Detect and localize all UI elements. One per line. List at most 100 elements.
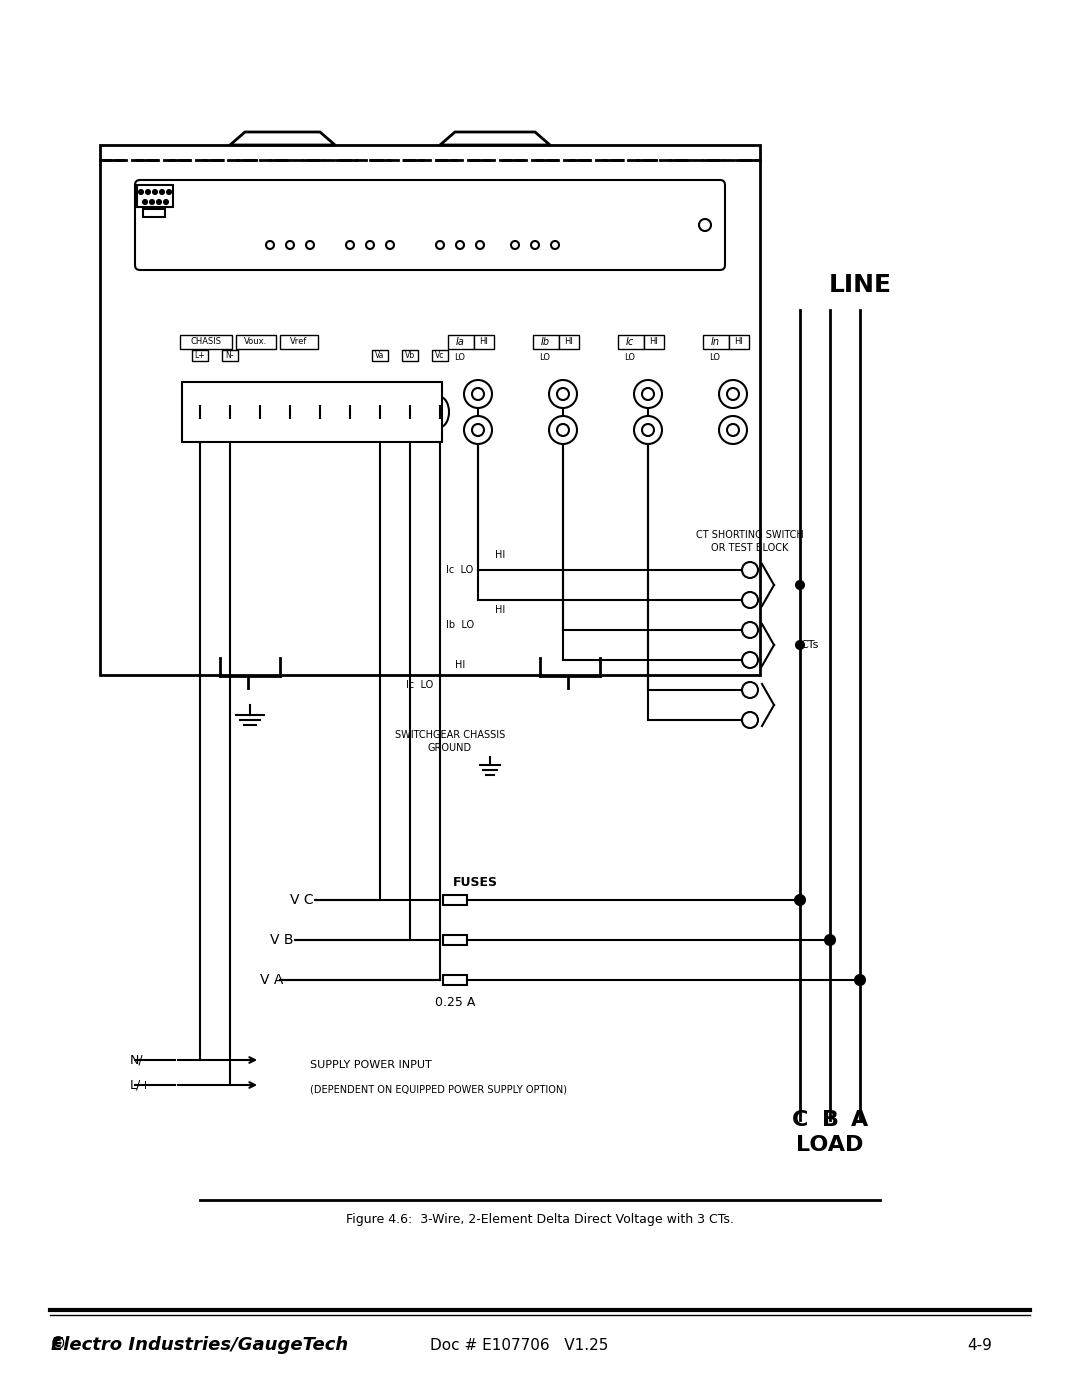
Bar bbox=[448, 335, 474, 349]
Text: Ib  LO: Ib LO bbox=[446, 620, 474, 630]
Text: Vref: Vref bbox=[291, 338, 308, 346]
Circle shape bbox=[472, 388, 484, 400]
Circle shape bbox=[642, 425, 654, 436]
Circle shape bbox=[150, 200, 154, 204]
Circle shape bbox=[464, 416, 492, 444]
Circle shape bbox=[146, 190, 150, 194]
Circle shape bbox=[642, 388, 654, 400]
Bar bbox=[618, 335, 644, 349]
Text: LOAD: LOAD bbox=[796, 1134, 864, 1155]
Circle shape bbox=[855, 975, 865, 985]
Bar bbox=[402, 351, 418, 360]
FancyBboxPatch shape bbox=[135, 180, 725, 270]
Ellipse shape bbox=[251, 397, 269, 427]
Bar bbox=[443, 935, 467, 944]
Bar bbox=[100, 145, 760, 675]
Circle shape bbox=[727, 425, 739, 436]
Text: Vc: Vc bbox=[435, 352, 445, 360]
Circle shape bbox=[160, 190, 164, 194]
Text: OR TEST BLOCK: OR TEST BLOCK bbox=[712, 543, 788, 553]
Text: V B: V B bbox=[270, 933, 294, 947]
Text: HI: HI bbox=[495, 605, 505, 615]
Bar bbox=[703, 335, 729, 349]
Text: Electro Industries/GaugeTech: Electro Industries/GaugeTech bbox=[52, 1336, 349, 1354]
Bar bbox=[644, 335, 664, 349]
Text: Ia: Ia bbox=[456, 337, 464, 346]
Text: LO: LO bbox=[540, 352, 551, 362]
Text: N/-: N/- bbox=[130, 1053, 148, 1066]
Ellipse shape bbox=[431, 397, 449, 427]
Bar bbox=[474, 335, 494, 349]
Text: Vb: Vb bbox=[405, 352, 415, 360]
Text: Ic: Ic bbox=[626, 337, 634, 346]
Circle shape bbox=[549, 416, 577, 444]
Text: Ib: Ib bbox=[540, 337, 550, 346]
Bar bbox=[432, 351, 448, 360]
Bar bbox=[192, 351, 208, 360]
Text: CTs: CTs bbox=[800, 640, 819, 650]
Circle shape bbox=[549, 380, 577, 408]
Circle shape bbox=[795, 895, 805, 905]
Circle shape bbox=[742, 652, 758, 668]
Circle shape bbox=[719, 416, 747, 444]
Text: HI: HI bbox=[649, 338, 659, 346]
Text: CHASIS: CHASIS bbox=[190, 338, 221, 346]
Text: GROUND: GROUND bbox=[428, 743, 472, 753]
Circle shape bbox=[557, 388, 569, 400]
Circle shape bbox=[167, 190, 171, 194]
Text: C: C bbox=[792, 1111, 808, 1130]
Text: V C: V C bbox=[291, 893, 313, 907]
Text: LO: LO bbox=[624, 352, 635, 362]
Text: LO: LO bbox=[710, 352, 720, 362]
Bar bbox=[443, 975, 467, 985]
Text: Ic  LO: Ic LO bbox=[406, 680, 434, 690]
Text: CT SHORTING SWITCH: CT SHORTING SWITCH bbox=[697, 529, 804, 541]
Text: HI: HI bbox=[565, 338, 573, 346]
Text: HI: HI bbox=[495, 550, 505, 560]
Text: HI: HI bbox=[734, 338, 743, 346]
Text: N-: N- bbox=[226, 352, 234, 360]
Circle shape bbox=[719, 380, 747, 408]
Bar bbox=[729, 335, 750, 349]
Text: LO: LO bbox=[455, 352, 465, 362]
Circle shape bbox=[742, 682, 758, 698]
Circle shape bbox=[727, 388, 739, 400]
Ellipse shape bbox=[191, 397, 210, 427]
Circle shape bbox=[742, 592, 758, 608]
Text: LINE: LINE bbox=[828, 272, 891, 298]
Ellipse shape bbox=[372, 397, 389, 427]
Bar bbox=[180, 335, 232, 349]
Circle shape bbox=[157, 200, 161, 204]
Text: ©: © bbox=[50, 1336, 66, 1354]
Bar bbox=[143, 210, 165, 217]
Circle shape bbox=[557, 425, 569, 436]
Circle shape bbox=[139, 190, 143, 194]
Ellipse shape bbox=[401, 397, 419, 427]
Circle shape bbox=[742, 622, 758, 638]
Text: L+: L+ bbox=[194, 352, 205, 360]
Text: A: A bbox=[851, 1111, 868, 1130]
Text: HI: HI bbox=[455, 659, 465, 671]
Bar bbox=[137, 184, 173, 207]
Bar bbox=[222, 351, 238, 360]
Circle shape bbox=[825, 935, 835, 944]
Bar bbox=[372, 351, 388, 360]
Circle shape bbox=[742, 712, 758, 728]
Text: In: In bbox=[711, 337, 719, 346]
Text: SWITCHGEAR CHASSIS: SWITCHGEAR CHASSIS bbox=[395, 731, 505, 740]
Bar bbox=[559, 335, 579, 349]
Text: (DEPENDENT ON EQUIPPED POWER SUPPLY OPTION): (DEPENDENT ON EQUIPPED POWER SUPPLY OPTI… bbox=[310, 1085, 567, 1095]
Circle shape bbox=[634, 380, 662, 408]
Ellipse shape bbox=[341, 397, 359, 427]
Bar bbox=[183, 381, 442, 441]
Ellipse shape bbox=[281, 397, 299, 427]
Bar bbox=[280, 335, 318, 349]
Ellipse shape bbox=[221, 397, 239, 427]
Text: Figure 4.6:  3-Wire, 2-Element Delta Direct Voltage with 3 CTs.: Figure 4.6: 3-Wire, 2-Element Delta Dire… bbox=[346, 1214, 734, 1227]
Circle shape bbox=[153, 190, 157, 194]
Text: FUSES: FUSES bbox=[453, 876, 498, 888]
Bar bbox=[534, 335, 559, 349]
Text: B: B bbox=[822, 1111, 838, 1130]
Text: HI: HI bbox=[480, 338, 488, 346]
Circle shape bbox=[742, 562, 758, 578]
